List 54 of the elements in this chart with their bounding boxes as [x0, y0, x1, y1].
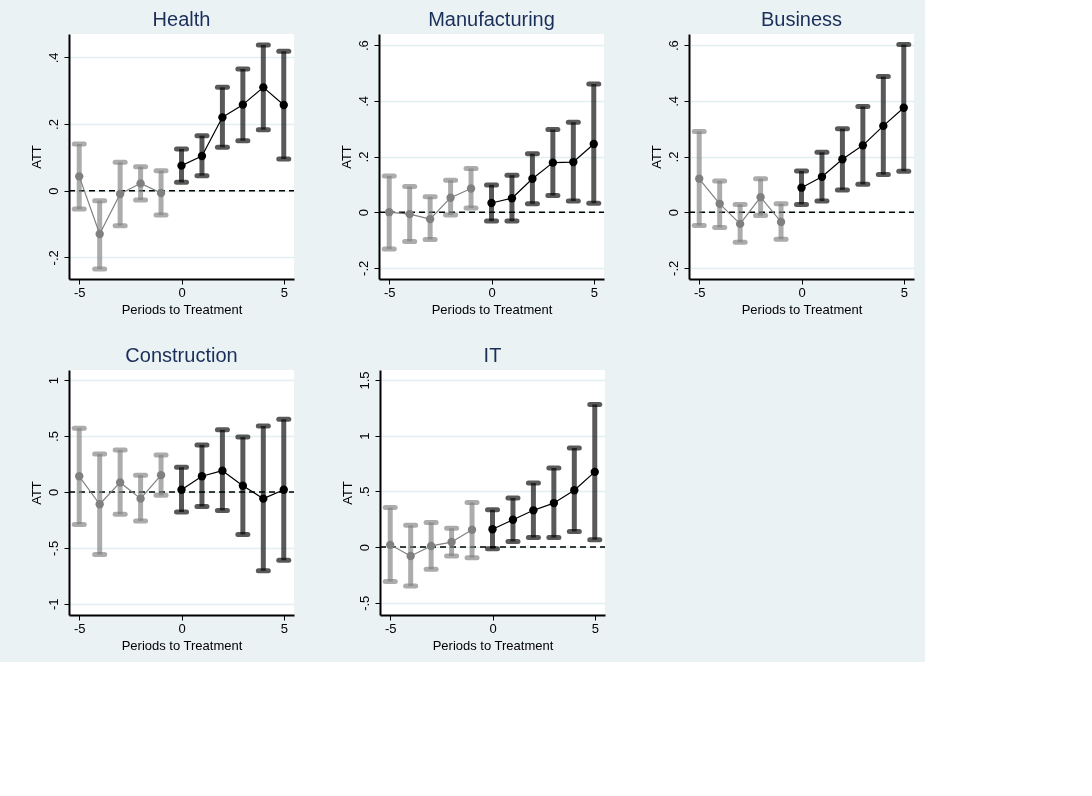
x-tick-label: 0	[798, 284, 806, 300]
y-tick-label: .6	[355, 40, 371, 52]
x-tick-label: 5	[591, 620, 599, 636]
y-tick-label: 0	[45, 187, 61, 195]
x-tick-label: 0	[489, 620, 497, 636]
x-axis-title: Periods to Treatment	[432, 637, 554, 653]
x-tick-label: -5	[383, 284, 396, 300]
y-tick-label: -.2	[355, 260, 371, 276]
x-tick-label: 5	[280, 284, 288, 300]
x-tick-label: 5	[280, 620, 288, 636]
y-tick-label: 0	[355, 209, 371, 217]
y-tick-label: -.5	[356, 595, 372, 611]
y-tick-label: -.5	[45, 540, 61, 556]
y-tick-label: .6	[665, 40, 681, 52]
y-tick-label: -.2	[45, 250, 61, 266]
y-axis-title: ATT	[28, 145, 44, 169]
x-tick-label: 5	[900, 284, 908, 300]
y-tick-label: .2	[665, 151, 681, 163]
y-tick-label: .2	[45, 119, 61, 130]
x-tick-label: 0	[178, 620, 186, 636]
x-tick-label: -5	[73, 620, 86, 636]
x-axis-title: Periods to Treatment	[121, 301, 243, 317]
chart-title: Manufacturing	[428, 8, 555, 30]
chart-title: IT	[483, 344, 502, 366]
y-axis-title: ATT	[28, 481, 44, 505]
chart-title: Construction	[125, 344, 238, 366]
y-tick-label: 0	[665, 209, 681, 217]
y-tick-label: .4	[45, 52, 61, 64]
chart-title: Health	[152, 8, 211, 30]
y-tick-label: 0	[356, 543, 372, 552]
y-tick-label: -.2	[665, 260, 681, 276]
y-tick-label: .5	[45, 431, 61, 442]
x-tick-label: 5	[590, 284, 598, 300]
y-tick-label: 0	[45, 488, 61, 497]
y-tick-label: .2	[355, 151, 371, 163]
x-tick-label: 0	[178, 284, 186, 300]
y-tick-label: .5	[356, 486, 372, 498]
x-tick-label: 0	[488, 284, 496, 300]
y-axis-title: ATT	[648, 145, 664, 169]
y-tick-label: -1	[45, 598, 61, 611]
y-tick-label: 1	[45, 376, 61, 385]
y-tick-label: .4	[355, 95, 371, 107]
x-axis-title: Periods to Treatment	[741, 301, 863, 317]
y-tick-label: .4	[665, 95, 681, 107]
x-axis-title: Periods to Treatment	[121, 637, 243, 653]
y-tick-label: 1.5	[356, 371, 372, 390]
x-tick-label: -5	[73, 284, 86, 300]
x-axis-title: Periods to Treatment	[431, 301, 553, 317]
y-tick-label: 1	[356, 432, 372, 440]
y-axis-title: ATT	[338, 145, 354, 169]
chart-title: Business	[760, 8, 843, 30]
x-tick-label: -5	[384, 620, 397, 636]
y-axis-title: ATT	[339, 481, 355, 505]
x-tick-label: -5	[693, 284, 706, 300]
